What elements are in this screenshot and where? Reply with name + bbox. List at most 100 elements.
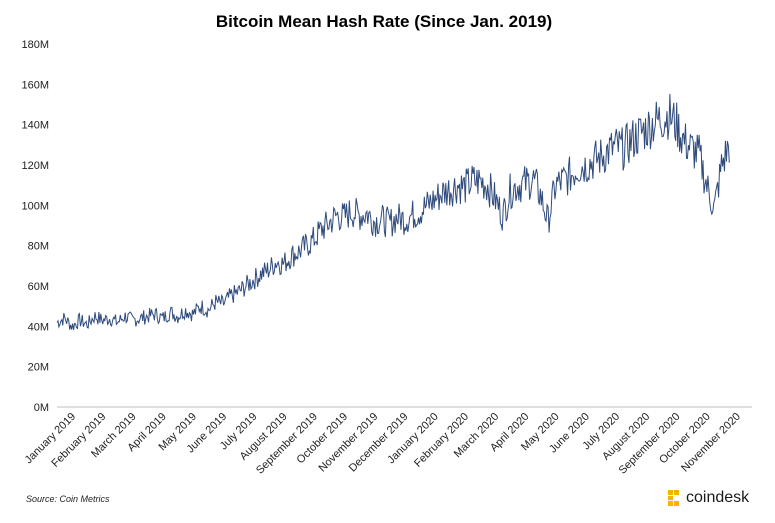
data-point (494, 198, 496, 200)
data-point (464, 186, 466, 188)
data-point (350, 210, 352, 212)
data-point (214, 301, 216, 303)
data-point (434, 198, 436, 200)
data-point (675, 123, 677, 125)
data-point (600, 156, 602, 158)
data-point (562, 180, 564, 182)
data-point (192, 313, 194, 315)
y-tick-label: 60M (28, 281, 49, 293)
data-point (615, 146, 617, 148)
data-point (418, 210, 420, 212)
data-point (517, 184, 519, 186)
data-point (698, 154, 700, 156)
data-point (411, 214, 413, 216)
data-point (275, 261, 277, 263)
data-point (630, 140, 632, 142)
data-point (426, 204, 428, 206)
y-tick-label: 120M (21, 160, 49, 172)
data-point (230, 295, 232, 297)
data-point (63, 317, 65, 319)
y-tick-label: 80M (28, 241, 49, 253)
y-tick-label: 180M (21, 39, 49, 51)
y-tick-label: 140M (21, 120, 49, 132)
data-point (622, 148, 624, 150)
data-point (721, 164, 723, 166)
data-point (282, 263, 284, 265)
data-point (154, 313, 156, 315)
brand-name: coindesk (686, 489, 750, 506)
y-tick-label: 100M (21, 200, 49, 212)
data-point (290, 255, 292, 257)
data-point (532, 178, 534, 180)
data-point (524, 182, 526, 184)
data-point (328, 222, 330, 224)
data-point (245, 285, 247, 287)
data-point (343, 216, 345, 218)
data-point (381, 218, 383, 220)
data-point (547, 220, 549, 222)
data-point (645, 128, 647, 130)
data-point (728, 144, 730, 146)
data-point (335, 214, 337, 216)
data-point (78, 319, 80, 321)
y-axis-ticks: 0M 20M 40M 60M 80M 100M 120M 140M 160M 180M (21, 39, 49, 414)
data-point (131, 319, 133, 321)
data-point (237, 291, 239, 293)
data-point (705, 184, 707, 186)
data-point (109, 317, 111, 319)
data-point (690, 148, 692, 150)
data-point (577, 166, 579, 168)
data-point (86, 323, 88, 325)
data-point (607, 150, 609, 152)
data-point (713, 208, 715, 210)
data-point (184, 309, 186, 311)
y-tick-label: 160M (21, 79, 49, 91)
data-point (471, 180, 473, 182)
y-tick-label: 0M (34, 402, 49, 414)
data-point (509, 190, 511, 192)
data-point (592, 160, 594, 162)
data-point (313, 238, 315, 240)
data-point (403, 218, 405, 220)
data-point (305, 244, 307, 246)
data-point (683, 140, 685, 142)
data-point (320, 228, 322, 230)
data-point (298, 251, 300, 253)
data-point (71, 325, 73, 327)
data-point (116, 321, 118, 323)
data-point (207, 309, 209, 311)
series-line (56, 93, 730, 330)
data-point (124, 315, 126, 317)
data-point (56, 321, 58, 323)
data-point (358, 214, 360, 216)
y-tick-label: 20M (28, 362, 49, 374)
data-point (637, 134, 639, 136)
data-point (146, 315, 148, 317)
data-point (366, 212, 368, 214)
data-point (585, 164, 587, 166)
data-point (177, 315, 179, 317)
source-note: Source: Coin Metrics (26, 494, 110, 504)
data-point (267, 269, 269, 271)
data-point (539, 194, 541, 196)
data-point (502, 214, 504, 216)
data-point (449, 188, 451, 190)
data-point (169, 311, 171, 313)
data-point (479, 180, 481, 182)
data-point (373, 220, 375, 222)
data-point (486, 184, 488, 186)
coindesk-icon (668, 490, 679, 506)
data-point (441, 192, 443, 194)
data-point (252, 279, 254, 281)
data-point (94, 315, 96, 317)
data-point (554, 184, 556, 186)
data-point (660, 117, 662, 119)
data-point (260, 273, 262, 275)
data-point (396, 216, 398, 218)
data-point (456, 184, 458, 186)
x-tick-label: January 2019 (23, 411, 79, 467)
y-tick-label: 40M (28, 321, 49, 333)
chart-title: Bitcoin Mean Hash Rate (Since Jan. 2019) (216, 12, 552, 31)
data-point (162, 317, 164, 319)
data-point (222, 303, 224, 305)
